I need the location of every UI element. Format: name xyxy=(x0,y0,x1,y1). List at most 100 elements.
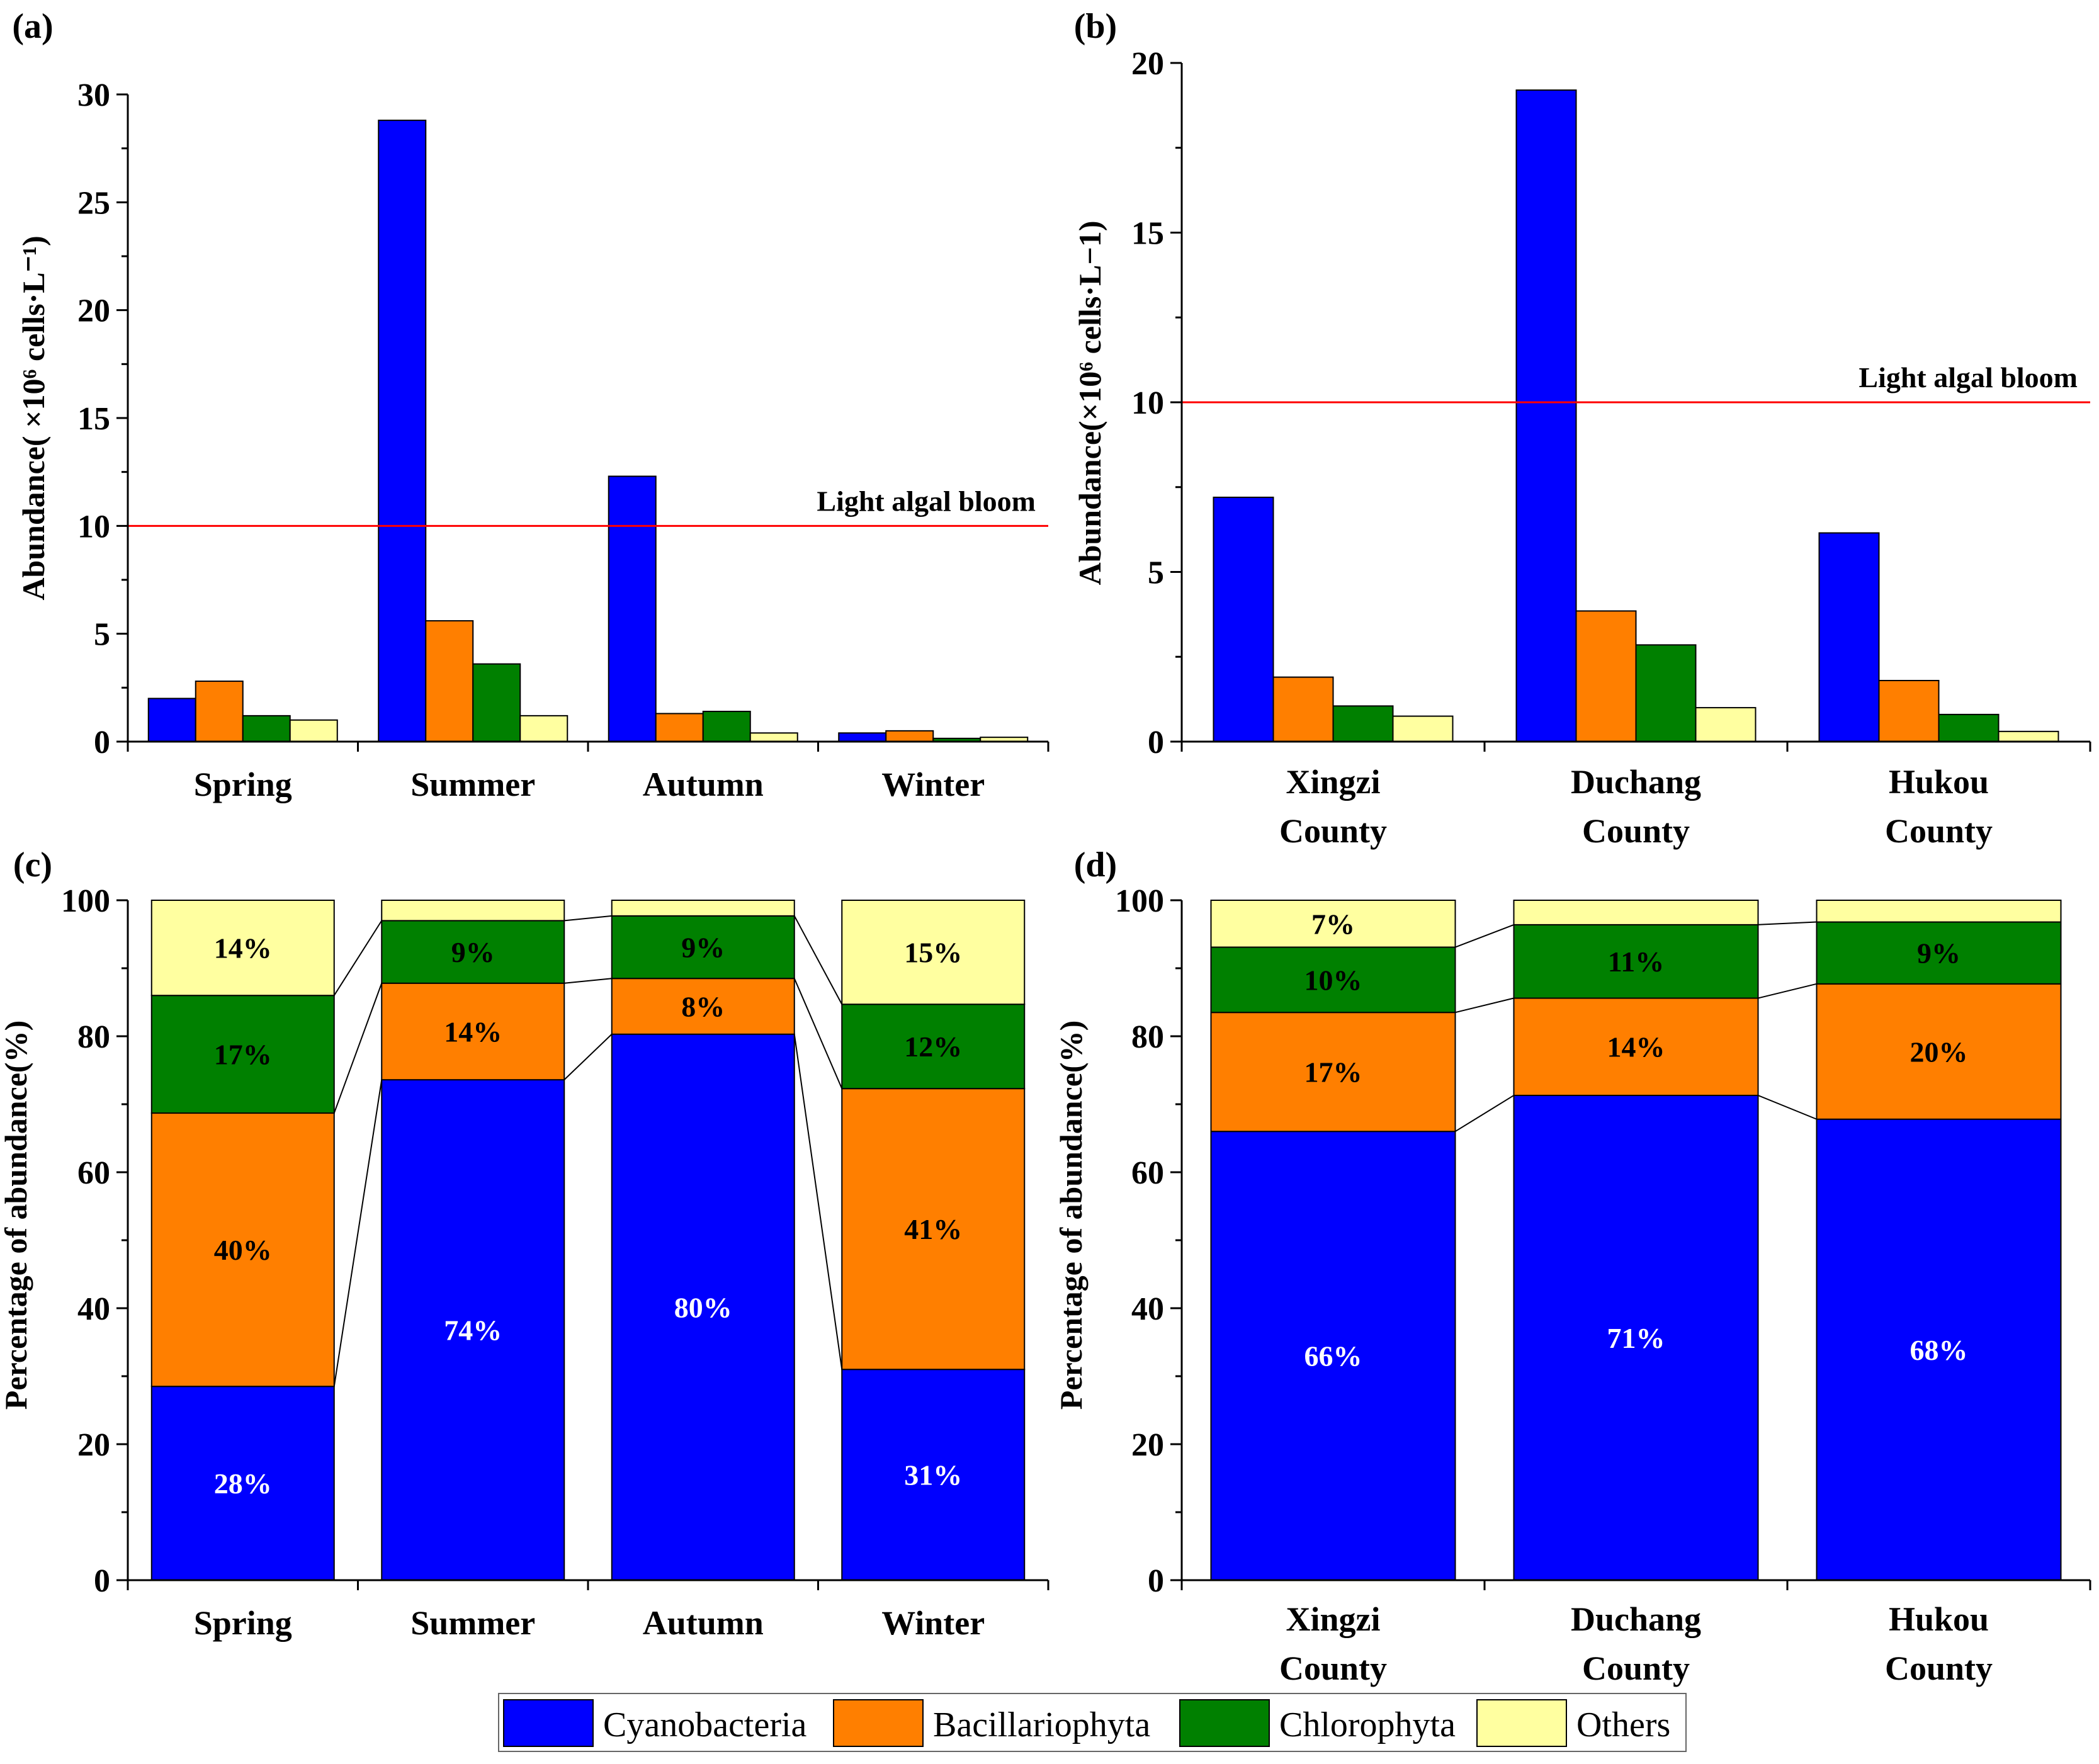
bar-others-xingzi-county xyxy=(1210,900,1456,948)
x-category-label-duchang-county: Duchang xyxy=(1571,763,1701,801)
connector-line xyxy=(333,1079,383,1387)
pct-label-chlorophyta-spring: 17% xyxy=(214,1039,272,1071)
threshold-label: Light algal bloom xyxy=(1859,361,2078,393)
pct-label-cyanobacteria-xingzi-county: 66% xyxy=(1304,1340,1362,1372)
bar-chlorophyta-spring xyxy=(242,715,291,743)
pct-label-cyanobacteria-summer: 74% xyxy=(444,1315,502,1347)
connector-line xyxy=(1758,921,1817,925)
bar-cyanobacteria-winter xyxy=(838,732,887,743)
pct-label-bacillariophyta-autumn: 8% xyxy=(681,990,725,1022)
bar-others-spring xyxy=(289,719,338,742)
bar-chlorophyta-duchang-county xyxy=(1513,924,1759,999)
panel-b: (b) 0 5 10 15 20 Abundance(×10⁶ cells·L−1) Xing… xyxy=(1072,7,2091,850)
y-tick-label: 20 xyxy=(77,293,110,329)
x-category-label-duchang-county: County xyxy=(1582,1649,1690,1687)
pct-label-chlorophyta-duchang-county: 11% xyxy=(1608,946,1664,978)
bar-cyanobacteria-xingzi-county xyxy=(1213,496,1274,742)
panel-label: (d) xyxy=(1074,845,1117,885)
y-tick-label: 15 xyxy=(77,401,110,437)
connector-line xyxy=(333,983,383,1114)
bar-cyanobacteria-duchang-county xyxy=(1515,89,1577,742)
bar-chlorophyta-autumn xyxy=(611,915,795,980)
bar-bacillariophyta-duchang-county xyxy=(1575,610,1637,742)
legend-swatch-cyanobacteria xyxy=(503,1699,594,1747)
pct-label-bacillariophyta-duchang-county: 14% xyxy=(1607,1031,1665,1063)
connector-line xyxy=(1758,1095,1817,1120)
connector-line xyxy=(1758,983,1817,999)
bar-chlorophyta-duchang-county xyxy=(1635,644,1697,743)
x-category-label-spring: Spring xyxy=(194,1604,292,1642)
y-tick-label: 15 xyxy=(1131,216,1164,252)
connector-line xyxy=(564,915,612,922)
y-tick-label: 40 xyxy=(1131,1291,1164,1327)
bar-others-hukou-county xyxy=(1998,730,2059,742)
y-tick-label: 40 xyxy=(77,1291,110,1327)
connector-line xyxy=(563,1034,613,1080)
connector-line xyxy=(793,978,843,1089)
pct-label-chlorophyta-hukou-county: 9% xyxy=(1917,937,1960,970)
bar-bacillariophyta-duchang-county xyxy=(1513,997,1759,1096)
bar-cyanobacteria-summer xyxy=(381,1079,565,1581)
connector-line xyxy=(1454,1095,1515,1133)
connector-line xyxy=(564,978,612,984)
panel-d: (d) 0 20 40 60 80 100 Percentage of abundance(%… xyxy=(1053,845,2091,1687)
x-category-label-xingzi-county: Xingzi xyxy=(1286,763,1380,801)
bar-chlorophyta-summer xyxy=(381,920,565,984)
bar-others-summer xyxy=(519,715,569,743)
x-category-label-autumn: Autumn xyxy=(643,1604,764,1642)
bar-bacillariophyta-autumn xyxy=(655,713,704,743)
pct-label-bacillariophyta-winter: 41% xyxy=(904,1213,962,1245)
bar-others-summer xyxy=(381,900,565,922)
legend-label-chlorophyta: Chlorophyta xyxy=(1279,1705,1456,1744)
x-category-label-xingzi-county: County xyxy=(1279,1649,1387,1687)
y-tick-label: 100 xyxy=(1115,883,1164,919)
bar-others-duchang-county xyxy=(1695,707,1757,742)
panel-label: (a) xyxy=(12,7,53,46)
pct-label-others-spring: 14% xyxy=(214,932,272,964)
bar-cyanobacteria-summer xyxy=(378,120,427,742)
y-tick-label: 0 xyxy=(94,1563,110,1599)
y-tick-label: 0 xyxy=(1148,1563,1164,1599)
y-tick-label: 20 xyxy=(77,1427,110,1463)
bar-others-duchang-county xyxy=(1513,900,1759,925)
bar-others-autumn xyxy=(749,732,798,743)
pct-label-bacillariophyta-hukou-county: 20% xyxy=(1910,1036,1968,1068)
bar-others-spring xyxy=(150,900,335,997)
x-category-label-hukou-county: Hukou xyxy=(1889,1600,1989,1638)
bar-bacillariophyta-hukou-county xyxy=(1816,983,2062,1120)
legend-label-cyanobacteria: Cyanobacteria xyxy=(603,1705,807,1744)
bar-cyanobacteria-autumn xyxy=(611,1033,795,1581)
y-tick-label: 60 xyxy=(1131,1155,1164,1191)
y-tick-label: 5 xyxy=(94,617,110,653)
pct-label-cyanobacteria-duchang-county: 71% xyxy=(1607,1322,1665,1354)
x-category-label-xingzi-county: County xyxy=(1279,812,1387,850)
y-axis-title: Abundance(×10⁶ cells·L−1) xyxy=(1072,221,1107,585)
connector-line xyxy=(1455,997,1514,1014)
pct-label-chlorophyta-winter: 12% xyxy=(904,1031,962,1063)
y-tick-label: 0 xyxy=(94,725,110,760)
pct-label-cyanobacteria-spring: 28% xyxy=(214,1467,272,1500)
legend-swatch-chlorophyta xyxy=(1179,1699,1270,1747)
legend-swatch-bacillariophyta xyxy=(833,1699,924,1747)
x-category-label-summer: Summer xyxy=(410,766,535,803)
bar-bacillariophyta-xingzi-county xyxy=(1272,676,1334,742)
x-category-label-winter: Winter xyxy=(881,766,985,803)
panel-a: (a) 0 5 10 15 20 25 30 Abundance( ×10⁶ cells·L⁻¹… xyxy=(12,7,1050,803)
x-category-label-summer: Summer xyxy=(410,1604,535,1642)
y-axis-title: Percentage of abundance(%) xyxy=(1053,1021,1089,1410)
legend-label-bacillariophyta: Bacillariophyta xyxy=(933,1705,1150,1744)
bar-chlorophyta-autumn xyxy=(702,711,751,742)
panel-label: (b) xyxy=(1074,7,1117,46)
bar-others-autumn xyxy=(611,900,795,917)
x-category-label-hukou-county: County xyxy=(1885,1649,1993,1687)
y-tick-label: 20 xyxy=(1131,46,1164,82)
y-tick-label: 5 xyxy=(1148,555,1164,591)
y-tick-label: 10 xyxy=(1131,385,1164,421)
x-category-label-hukou-county: County xyxy=(1885,812,1993,850)
bar-bacillariophyta-summer xyxy=(425,620,474,743)
bar-chlorophyta-hukou-county xyxy=(1938,713,2000,743)
bar-bacillariophyta-summer xyxy=(381,982,565,1081)
pct-label-chlorophyta-xingzi-county: 10% xyxy=(1304,964,1362,996)
threshold-label: Light algal bloom xyxy=(817,485,1036,517)
